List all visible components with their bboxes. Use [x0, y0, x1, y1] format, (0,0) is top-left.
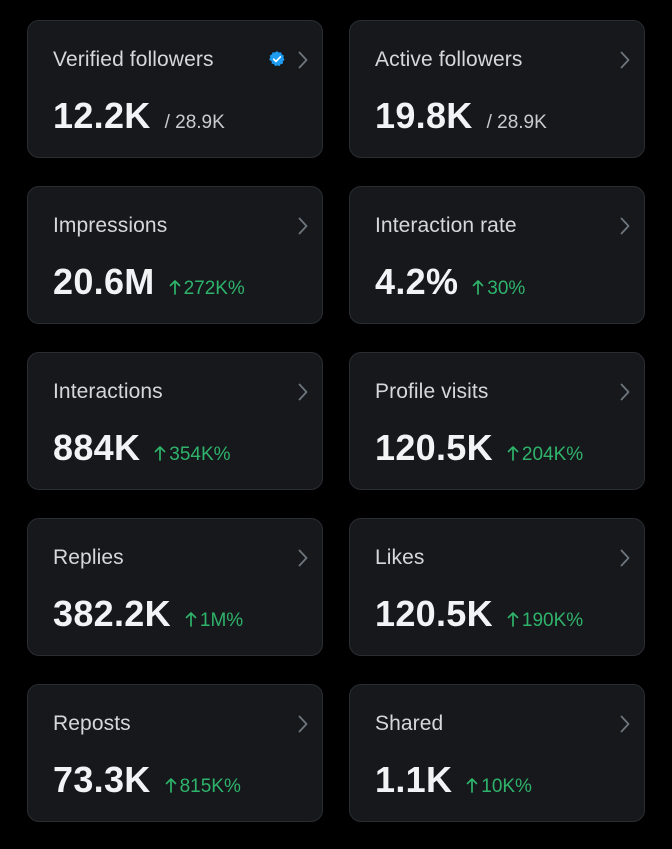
- value-row: 120.5K 190K%: [375, 593, 583, 635]
- card-title: Active followers: [375, 48, 523, 71]
- chevron-right-icon: [298, 51, 308, 69]
- change-value: 272K%: [183, 278, 245, 299]
- change-value: 30%: [487, 278, 526, 299]
- arrow-up-icon: [154, 446, 166, 461]
- card-title: Interactions: [53, 380, 163, 403]
- chevron-right-icon: [298, 217, 308, 235]
- card-title: Profile visits: [375, 380, 489, 403]
- card-reposts[interactable]: Reposts 73.3K 815K%: [27, 684, 323, 822]
- change-value: 190K%: [521, 610, 584, 631]
- arrow-up-icon: [165, 778, 176, 793]
- arrow-up-icon: [507, 446, 519, 461]
- metric-value: 4.2%: [375, 261, 459, 302]
- verified-badge-icon: [269, 51, 285, 67]
- card-title: Replies: [53, 546, 124, 569]
- card-title: Reposts: [53, 712, 131, 735]
- card-verified-followers[interactable]: Verified followers 12.2K / 28.9K: [27, 20, 323, 158]
- card-title: Likes: [375, 546, 425, 569]
- value-row: 12.2K / 28.9K: [53, 95, 225, 137]
- value-row: 120.5K 204K%: [375, 427, 583, 469]
- metric-value: 120.5K: [375, 593, 493, 634]
- value-row: 4.2% 30%: [375, 261, 525, 303]
- card-title: Interaction rate: [375, 214, 517, 237]
- value-row: 19.8K / 28.9K: [375, 95, 547, 137]
- chevron-right-icon: [298, 715, 308, 733]
- metric-change: 204K%: [507, 444, 583, 466]
- metric-change: 272K%: [169, 278, 245, 300]
- arrow-up-icon: [185, 612, 197, 627]
- metric-change: 1M%: [185, 610, 243, 632]
- metric-change: 354K%: [154, 444, 231, 466]
- card-interactions[interactable]: Interactions 884K 354K%: [27, 352, 323, 490]
- change-value: 1M%: [199, 610, 244, 631]
- value-row: 73.3K 815K%: [53, 759, 241, 801]
- card-title: Shared: [375, 712, 444, 735]
- value-row: 884K 354K%: [53, 427, 231, 469]
- chevron-right-icon: [620, 51, 630, 69]
- metric-value: 884K: [53, 427, 141, 468]
- change-value: 354K%: [169, 444, 231, 465]
- metric-value: 73.3K: [53, 759, 151, 800]
- metric-value: 120.5K: [375, 427, 493, 468]
- card-profile-visits[interactable]: Profile visits 120.5K 204K%: [349, 352, 645, 490]
- metric-change: 30%: [472, 278, 525, 300]
- arrow-up-icon: [169, 280, 180, 295]
- metric-total: / 28.9K: [164, 112, 225, 133]
- metric-value: 20.6M: [53, 261, 155, 302]
- card-likes[interactable]: Likes 120.5K 190K%: [349, 518, 645, 656]
- value-row: 382.2K 1M%: [53, 593, 243, 635]
- chevron-right-icon: [298, 549, 308, 567]
- card-shared[interactable]: Shared 1.1K 10K%: [349, 684, 645, 822]
- chevron-right-icon: [620, 383, 630, 401]
- chevron-right-icon: [298, 383, 308, 401]
- value-row: 1.1K 10K%: [375, 759, 532, 801]
- card-active-followers[interactable]: Active followers 19.8K / 28.9K: [349, 20, 645, 158]
- chevron-right-icon: [620, 549, 630, 567]
- arrow-up-icon: [507, 612, 519, 627]
- metric-value: 12.2K: [53, 95, 151, 136]
- metric-value: 19.8K: [375, 95, 473, 136]
- arrow-up-icon: [472, 280, 484, 295]
- metric-value: 1.1K: [375, 759, 453, 800]
- card-replies[interactable]: Replies 382.2K 1M%: [27, 518, 323, 656]
- metric-total: / 28.9K: [486, 112, 547, 133]
- chevron-right-icon: [620, 715, 630, 733]
- metric-change: 190K%: [507, 610, 583, 632]
- change-value: 204K%: [521, 444, 584, 465]
- change-value: 815K%: [179, 776, 241, 797]
- card-interaction-rate[interactable]: Interaction rate 4.2% 30%: [349, 186, 645, 324]
- card-title: Verified followers: [53, 48, 214, 71]
- value-row: 20.6M 272K%: [53, 261, 245, 303]
- chevron-right-icon: [620, 217, 630, 235]
- card-title: Impressions: [53, 214, 168, 237]
- metric-change: 10K%: [466, 776, 532, 798]
- metric-change: 815K%: [165, 776, 241, 798]
- arrow-up-icon: [466, 778, 478, 793]
- card-impressions[interactable]: Impressions 20.6M 272K%: [27, 186, 323, 324]
- change-value: 10K%: [481, 776, 532, 797]
- metric-value: 382.2K: [53, 593, 171, 634]
